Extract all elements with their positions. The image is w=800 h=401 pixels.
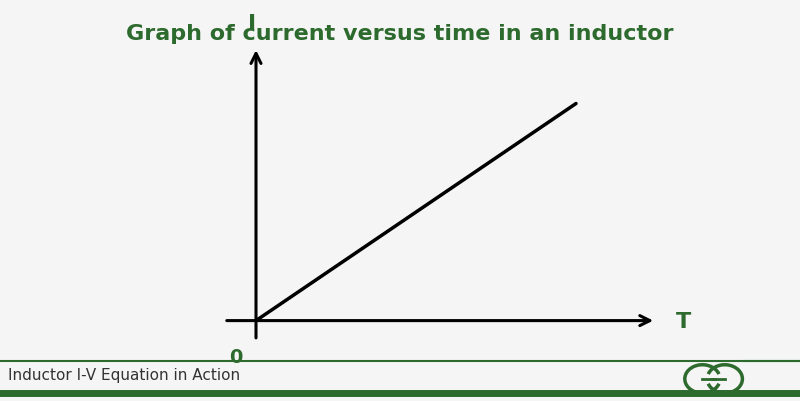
- Text: Graph of current versus time in an inductor: Graph of current versus time in an induc…: [126, 24, 674, 44]
- Text: T: T: [676, 311, 691, 331]
- Text: 0: 0: [230, 347, 242, 366]
- Text: Inductor I-V Equation in Action: Inductor I-V Equation in Action: [8, 367, 240, 382]
- Text: I: I: [248, 14, 256, 34]
